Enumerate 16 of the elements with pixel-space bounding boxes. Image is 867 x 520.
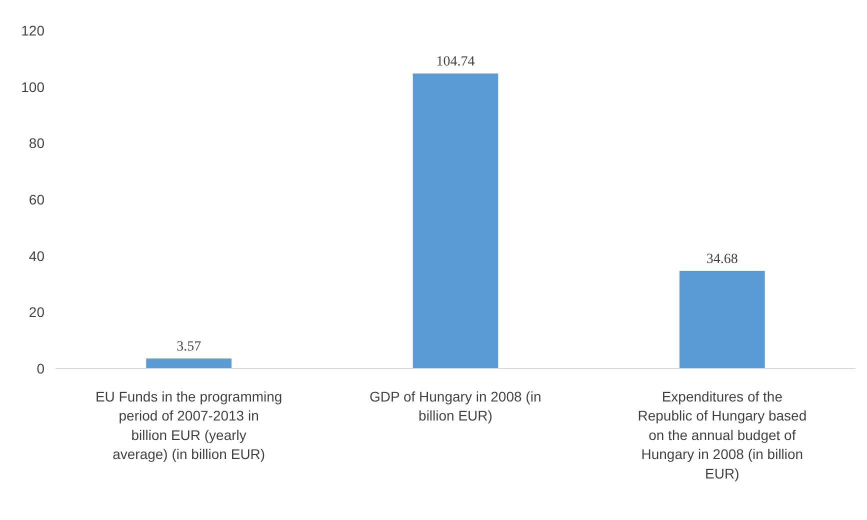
bar (412, 73, 498, 368)
y-tick-label: 20 (28, 304, 45, 320)
x-tick-label: GDP of Hungary in 2008 (in billion EUR) (370, 388, 542, 424)
y-tick-label: 60 (28, 192, 45, 208)
y-tick-label: 120 (21, 22, 45, 38)
x-tick-label: Expenditures of the Republic of Hungary based on the annual budget of Hungary in 2008 (in billion EUR) (638, 388, 807, 482)
y-tick-label: 80 (28, 135, 45, 152)
data-label: 34.68 (706, 252, 738, 267)
bar (680, 270, 765, 368)
y-tick-label: 100 (21, 78, 45, 95)
data-label: 104.74 (436, 54, 475, 70)
y-tick-label: 40 (28, 248, 45, 264)
data-label: 3.57 (176, 339, 202, 354)
x-tick-label: EU Funds in the programming period of 2007-2013 in billion EUR (yearly average) (in billion EUR) (95, 388, 282, 462)
bar (146, 358, 232, 368)
y-tick-label: 0 (36, 360, 45, 376)
